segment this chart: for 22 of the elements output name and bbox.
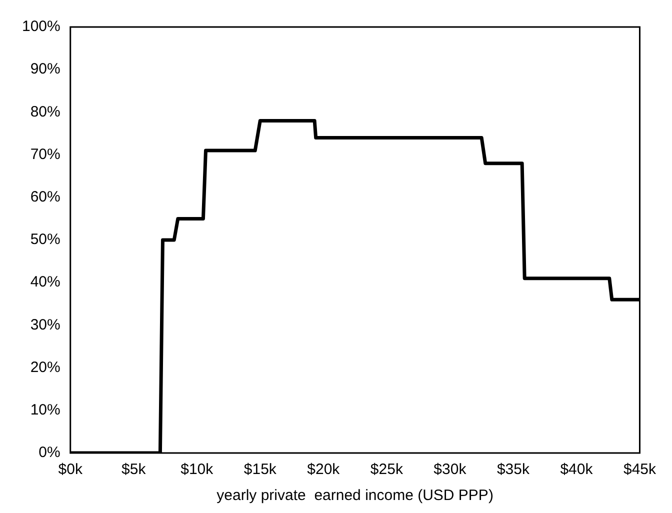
x-tick-label: $15k [244,461,277,478]
x-tick-label: $20k [307,461,340,478]
x-tick-label: $25k [370,461,404,478]
y-tick-label: 50% [30,231,60,248]
x-tick-label: $10k [180,461,214,478]
y-tick-label: 10% [30,402,60,419]
y-tick-label: 40% [30,274,60,291]
x-tick-label: $40k [560,461,594,478]
y-tick-label: 30% [30,316,60,334]
y-tick-label: 80% [30,103,60,120]
y-tick-label: 0% [38,444,60,462]
y-tick-label: 20% [30,358,60,376]
x-axis-title: yearly private earned income (USD PPP) [216,487,494,504]
y-tick-label: 90% [30,60,60,78]
y-tick-label: 70% [30,146,60,163]
x-tick-label: $30k [434,461,467,478]
y-tick-label: 100% [22,18,60,36]
x-tick-label: $5k [122,461,146,478]
x-tick-label: $35k [496,461,530,478]
x-tick-label: $45k [623,461,656,478]
y-tick-label: 60% [30,188,60,206]
x-tick-label: $0k [58,461,83,478]
